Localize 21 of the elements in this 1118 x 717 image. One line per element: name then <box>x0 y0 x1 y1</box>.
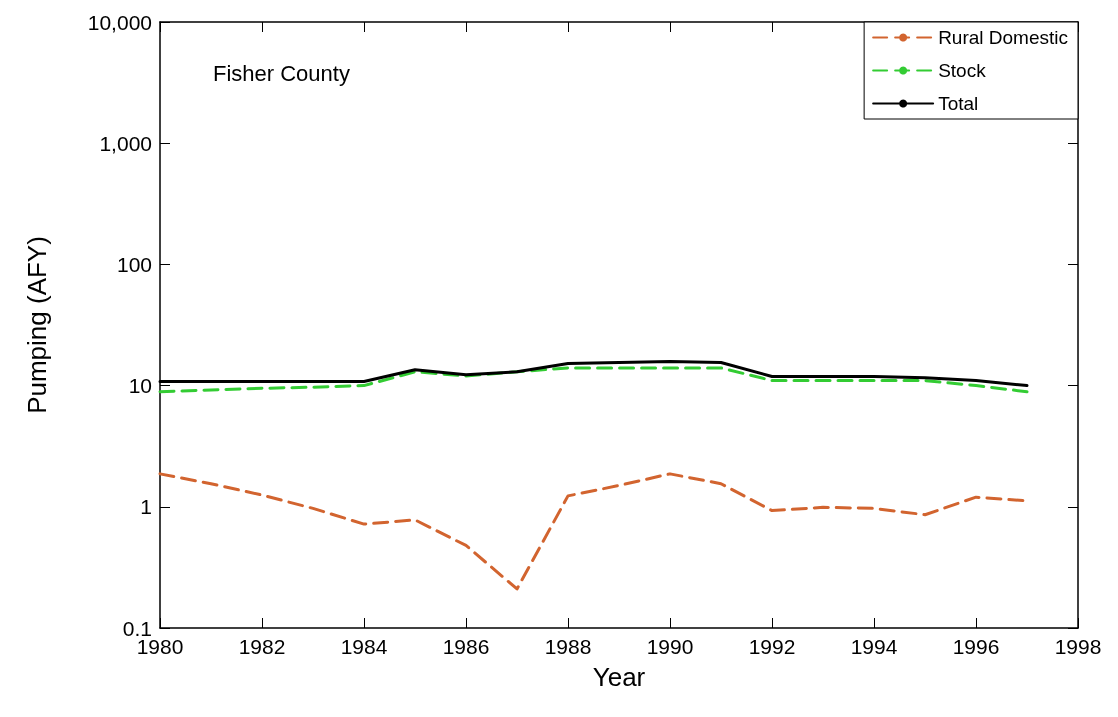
x-tick-label: 1998 <box>1054 635 1102 658</box>
x-tick-label: 1996 <box>952 635 1000 658</box>
x-tick-label: 1986 <box>442 635 490 658</box>
y-tick-label: 1,000 <box>99 131 152 155</box>
line-series <box>158 366 1029 394</box>
y-tick-label: 100 <box>116 252 152 276</box>
y-tick-label: 10 <box>128 374 152 398</box>
x-tick-label: 1990 <box>646 635 694 658</box>
legend-label: Rural Domestic <box>938 27 1069 48</box>
annotation: Fisher County <box>213 60 350 86</box>
y-axis-title: Pumping (AFY) <box>22 236 52 414</box>
y-tick-label: 1 <box>140 495 152 519</box>
legend-label: Total <box>938 93 979 114</box>
x-axis-title: Year <box>592 662 646 692</box>
y-tick-label: 10,000 <box>87 10 152 34</box>
legend-label: Stock <box>938 60 987 81</box>
x-tick-label: 1988 <box>544 635 592 658</box>
x-tick-label: 1982 <box>238 635 286 658</box>
x-tick-label: 1992 <box>748 635 796 658</box>
x-tick-label: 1984 <box>340 635 388 658</box>
x-tick-label: 1994 <box>850 635 898 658</box>
